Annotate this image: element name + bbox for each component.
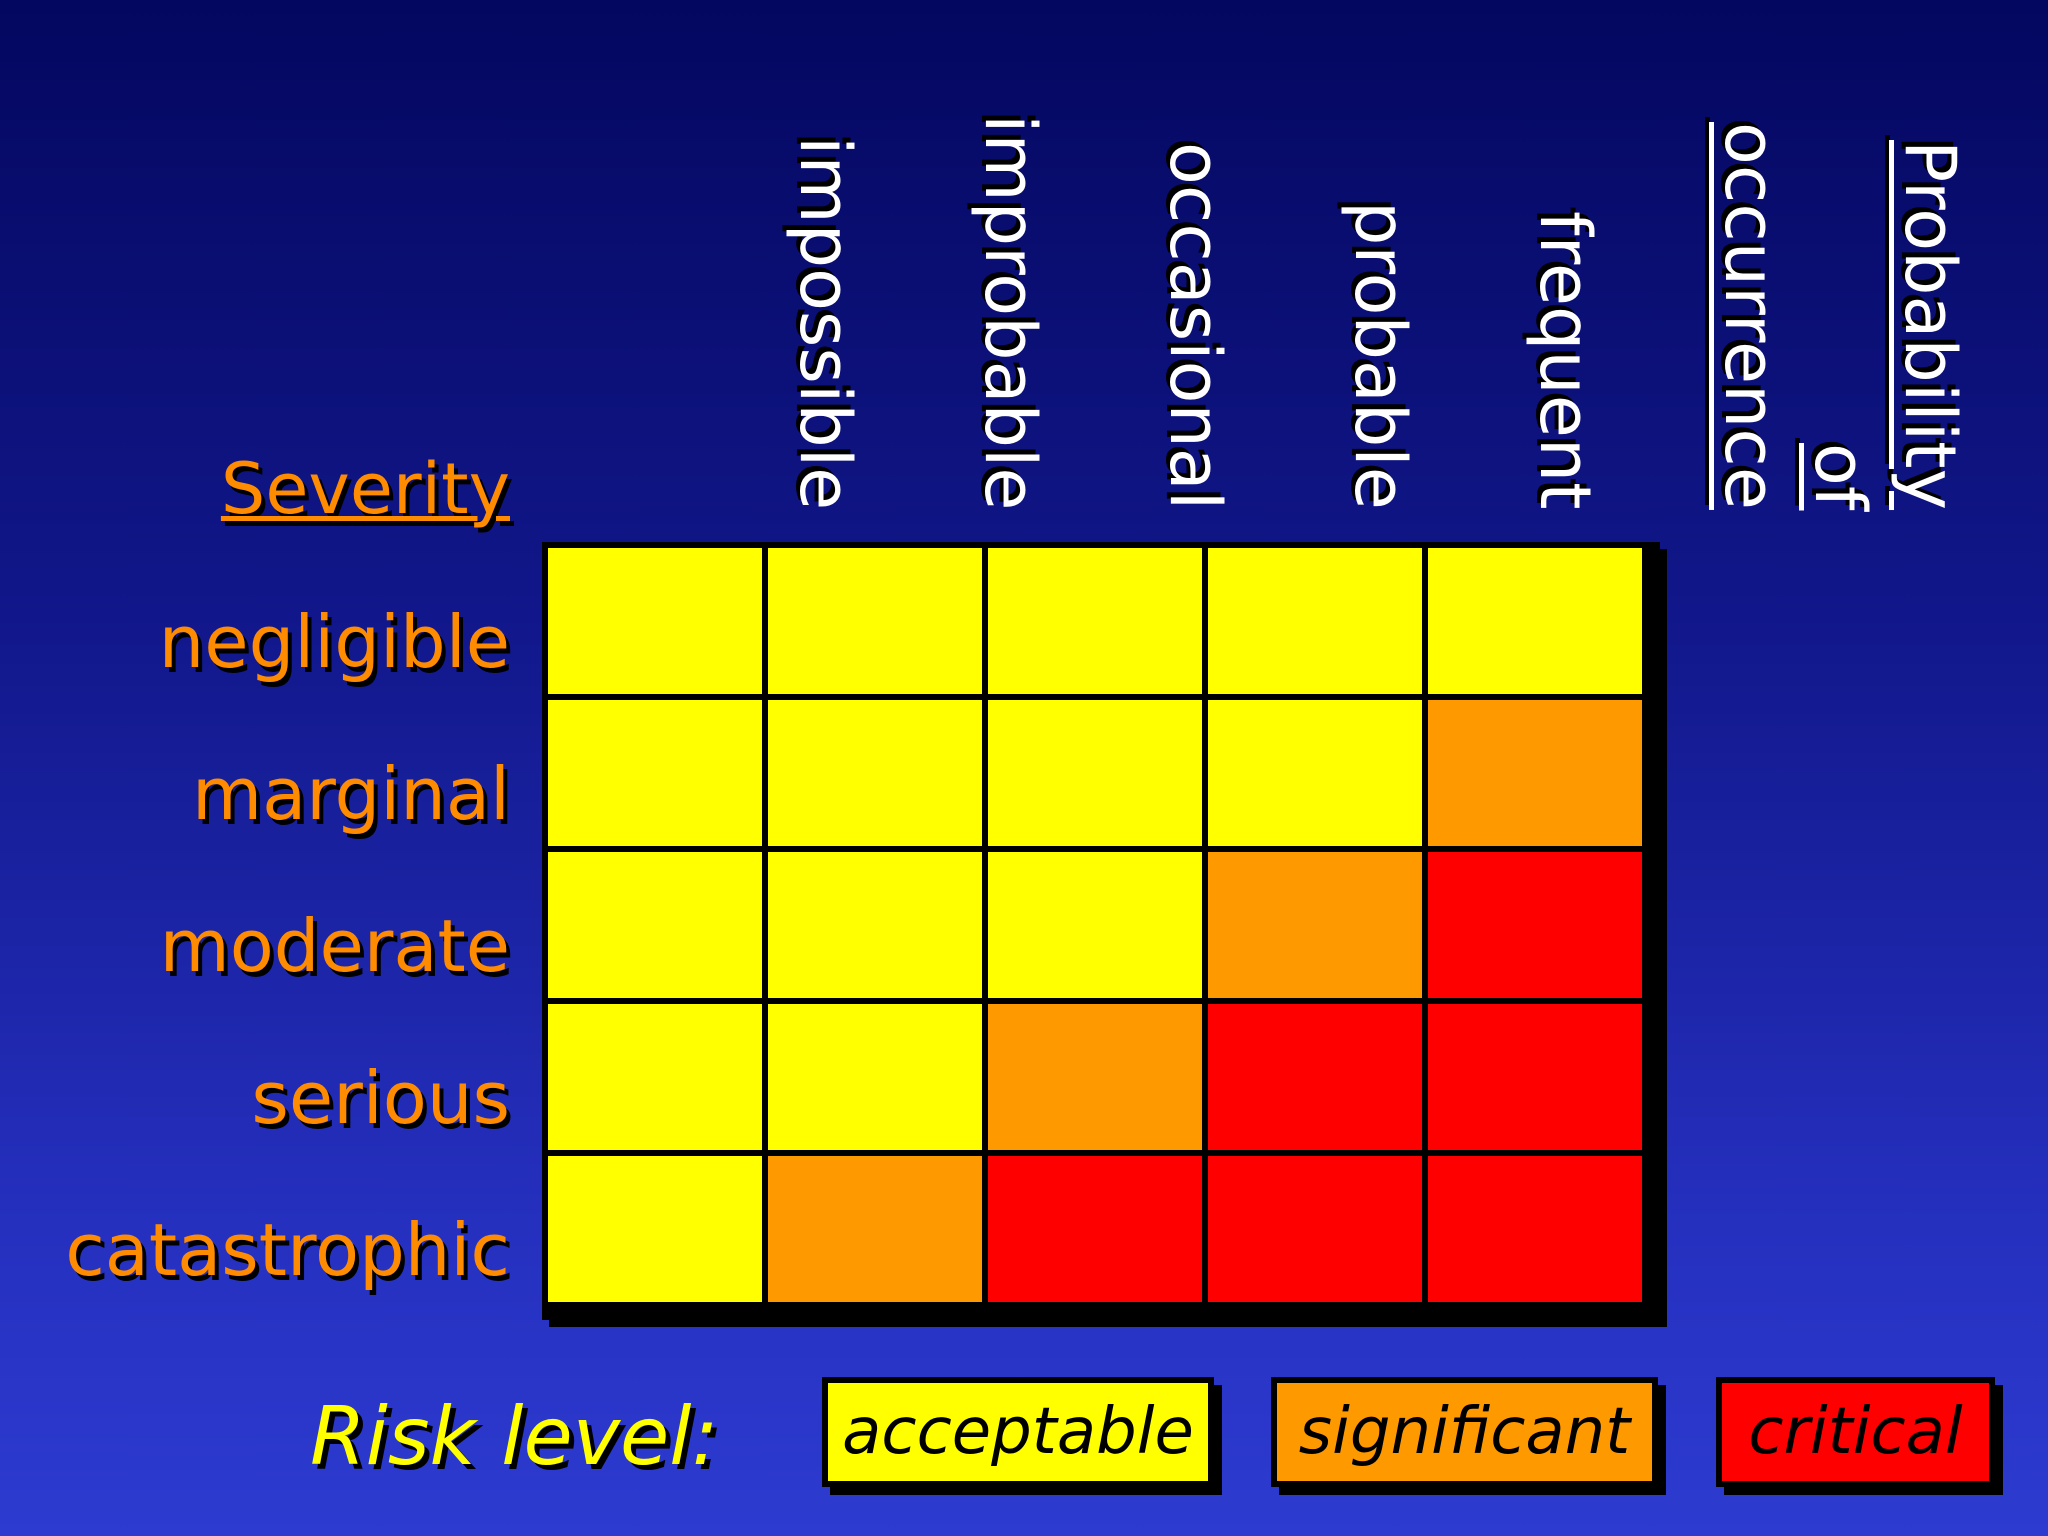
column-header-improbable: improbable (965, 100, 1055, 510)
matrix-cell-moderate-impossible (548, 852, 762, 998)
row-label-catastrophic: catastrophic (65, 1208, 510, 1292)
matrix-cell-negligible-impossible (548, 548, 762, 694)
legend-acceptable: acceptable (822, 1377, 1214, 1487)
probability-title-line3: occurrence (1705, 100, 1795, 510)
probability-title-text: occurrence (1709, 122, 1791, 510)
probability-title-line1: Probability (1885, 100, 1975, 510)
column-header-probable: probable (1335, 100, 1425, 510)
matrix-cell-negligible-probable (1208, 548, 1422, 694)
matrix-cell-moderate-improbable (768, 852, 982, 998)
legend-critical: critical (1716, 1377, 1995, 1487)
matrix-cell-serious-occasional (988, 1004, 1202, 1150)
matrix-cell-serious-probable (1208, 1004, 1422, 1150)
matrix-cell-marginal-occasional (988, 700, 1202, 846)
matrix-cell-catastrophic-probable (1208, 1156, 1422, 1302)
matrix-cell-negligible-improbable (768, 548, 982, 694)
severity-title: Severity (220, 448, 510, 530)
row-label-marginal: marginal (191, 752, 510, 836)
matrix-cell-serious-frequent (1428, 1004, 1642, 1150)
matrix-cell-negligible-occasional (988, 548, 1202, 694)
column-header-impossible: impossible (780, 100, 870, 510)
column-label: probable (1339, 201, 1421, 510)
column-header-frequent: frequent (1520, 100, 1610, 510)
row-label-moderate: moderate (159, 904, 510, 988)
probability-title-text: of (1799, 442, 1881, 510)
probability-title-text: Probability (1889, 139, 1971, 510)
column-label: impossible (784, 135, 866, 510)
row-label-serious: serious (251, 1056, 510, 1140)
matrix-cell-moderate-probable (1208, 852, 1422, 998)
column-label: frequent (1524, 211, 1606, 510)
column-label: occasional (1154, 141, 1236, 510)
legend-label: critical (1748, 1395, 1963, 1469)
matrix-cell-catastrophic-frequent (1428, 1156, 1642, 1302)
matrix-cell-catastrophic-improbable (768, 1156, 982, 1302)
probability-title-line2: of (1795, 100, 1885, 510)
column-label: improbable (969, 113, 1051, 510)
matrix-cell-moderate-frequent (1428, 852, 1642, 998)
matrix-cell-moderate-occasional (988, 852, 1202, 998)
matrix-cell-marginal-improbable (768, 700, 982, 846)
column-header-occasional: occasional (1150, 100, 1240, 510)
matrix-cell-serious-improbable (768, 1004, 982, 1150)
risk-level-title: Risk level: (310, 1390, 719, 1483)
matrix-cell-catastrophic-occasional (988, 1156, 1202, 1302)
matrix-cell-catastrophic-impossible (548, 1156, 762, 1302)
row-label-negligible: negligible (158, 600, 510, 684)
risk-matrix (542, 542, 1660, 1320)
matrix-cell-negligible-frequent (1428, 548, 1642, 694)
legend-label: acceptable (842, 1395, 1194, 1469)
matrix-cell-marginal-probable (1208, 700, 1422, 846)
matrix-cell-serious-impossible (548, 1004, 762, 1150)
matrix-cell-marginal-impossible (548, 700, 762, 846)
legend-label: significant (1298, 1395, 1631, 1469)
legend-significant: significant (1271, 1377, 1658, 1487)
matrix-cell-marginal-frequent (1428, 700, 1642, 846)
